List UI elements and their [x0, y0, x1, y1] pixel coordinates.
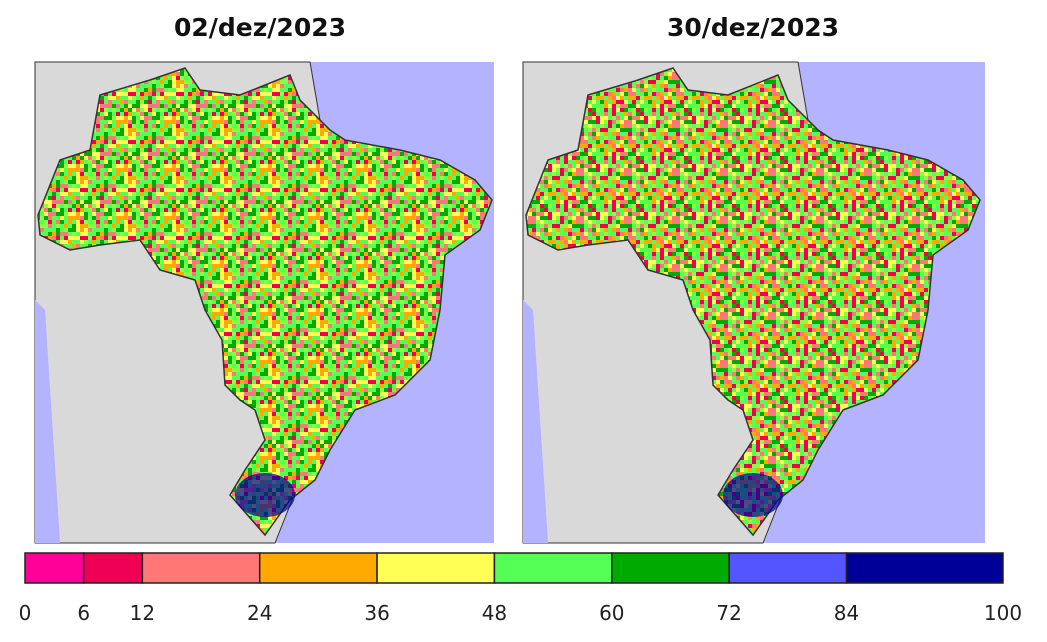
- legend-tick-label: 24: [247, 601, 272, 625]
- legend-tick-label: 6: [77, 601, 90, 625]
- map-title: 30/dez/2023: [667, 13, 839, 42]
- legend-swatch: [25, 553, 84, 583]
- legend-tick-label: 48: [482, 601, 507, 625]
- legend-swatch: [612, 553, 729, 583]
- legend-tick-label: 60: [599, 601, 624, 625]
- legend-tick-label: 72: [716, 601, 741, 625]
- legend-swatch: [377, 553, 494, 583]
- legend-swatch: [260, 553, 377, 583]
- map-title: 02/dez/2023: [174, 13, 346, 42]
- legend-tick-label: 84: [834, 601, 859, 625]
- legend-tick-label: 36: [364, 601, 389, 625]
- legend-swatch: [847, 553, 1003, 583]
- legend-swatch: [494, 553, 611, 583]
- south-wet-area: [235, 473, 295, 517]
- legend-swatch: [84, 553, 143, 583]
- legend-tick-label: 12: [130, 601, 155, 625]
- legend-tick-label: 0: [19, 601, 32, 625]
- south-wet-area: [723, 473, 783, 517]
- legend-swatch: [729, 553, 846, 583]
- legend-tick-label: 100: [984, 601, 1022, 625]
- legend-swatch: [142, 553, 259, 583]
